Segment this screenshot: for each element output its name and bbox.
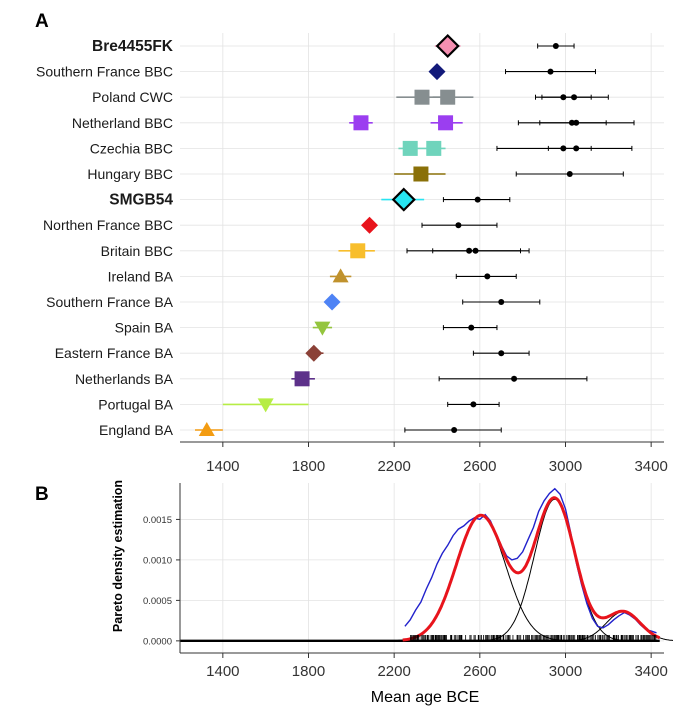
square-marker xyxy=(353,115,369,131)
row-label: Spain BA xyxy=(115,320,174,336)
observed-density-curve xyxy=(404,487,657,634)
panel-b-x-tick-label: 3400 xyxy=(634,663,667,680)
row-label: Southern France BA xyxy=(46,294,174,310)
panel-b-grid xyxy=(180,483,664,653)
diamond-marker xyxy=(361,216,379,234)
square-marker xyxy=(440,89,456,105)
point-estimate xyxy=(552,43,559,49)
row-label: SMGB54 xyxy=(109,192,173,209)
point-estimate xyxy=(468,324,475,331)
row-label: Portugal BA xyxy=(98,396,173,412)
diamond-marker xyxy=(391,187,416,212)
diamond-marker xyxy=(428,63,446,81)
row-label: Bre4455FK xyxy=(92,38,174,55)
row-label: Netherland BBC xyxy=(72,115,173,131)
square-marker xyxy=(438,115,454,131)
triangle-up-marker xyxy=(332,268,349,283)
triangle-up-marker xyxy=(198,422,215,436)
mixture-fit-curve xyxy=(402,496,661,642)
row-label: Netherlands BA xyxy=(75,371,174,387)
panel-b-letter: B xyxy=(35,484,49,505)
panel-a-x-tick-label: 1400 xyxy=(206,458,239,475)
panel-a-x-tick-label: 3400 xyxy=(634,458,667,475)
point-estimate xyxy=(455,222,462,229)
point-estimate xyxy=(547,68,554,75)
panel-b-y-tick-label: 0.0015 xyxy=(143,515,172,526)
panel-b-x-tick-label: 2600 xyxy=(463,663,496,680)
panel-b-x-tick-label: 3000 xyxy=(549,663,582,680)
panel-b-x-tick-label: 1400 xyxy=(206,663,239,680)
panel-a-x-tick-label: 1800 xyxy=(292,458,325,475)
panel-a-chart: Bre4455FK Southern France BBC Poland CWC Ne… xyxy=(36,33,668,475)
row-label: Hungary BBC xyxy=(87,166,173,182)
panel-b-y-axis-label: Pareto density estimation xyxy=(111,480,125,632)
point-estimate xyxy=(470,401,477,408)
square-marker xyxy=(413,166,429,182)
square-marker xyxy=(350,243,366,259)
diamond-marker xyxy=(323,293,341,311)
panel-a-marks xyxy=(194,33,635,436)
gaussian-component-curve xyxy=(382,514,580,642)
row-label: Eastern France BA xyxy=(55,345,174,361)
row-label: Czechia BBC xyxy=(90,140,173,156)
panel-b-curves xyxy=(180,487,673,643)
row-label: Northen France BBC xyxy=(43,217,173,233)
panel-b-y-tick-label: 0.0010 xyxy=(143,555,172,566)
point-estimate xyxy=(573,145,580,152)
point-estimate xyxy=(511,375,518,382)
panel-a-x-tick-label: 2200 xyxy=(377,458,410,475)
panel-b-chart: 0.0000 0.0005 0.0010 0.0015 1400 1800 2200 2600… xyxy=(111,480,673,706)
panel-b-x-tick-label: 1800 xyxy=(292,663,325,680)
panel-a-x-axis: 1400 1800 2200 2600 3000 3400 xyxy=(180,441,668,475)
row-label: Ireland BA xyxy=(108,268,174,284)
diamond-marker xyxy=(435,33,460,59)
gaussian-component-curve xyxy=(473,498,637,642)
point-estimate xyxy=(498,299,505,305)
row-label: Southern France BBC xyxy=(36,64,173,80)
square-marker xyxy=(294,371,310,387)
point-estimate xyxy=(474,196,481,203)
point-estimate xyxy=(472,247,479,254)
square-marker xyxy=(402,140,418,156)
point-estimate xyxy=(571,94,578,101)
row-label: Poland CWC xyxy=(92,89,173,105)
triangle-down-marker xyxy=(257,398,274,413)
panel-b-axes: 0.0000 0.0005 0.0010 0.0015 1400 1800 2200 2600… xyxy=(143,483,668,680)
panel-b-x-axis-label: Mean age BCE xyxy=(371,689,480,706)
panel-b-x-tick-label: 2200 xyxy=(377,663,410,680)
panel-b-y-tick-label: 0.0000 xyxy=(143,636,172,647)
panel-a-x-tick-label: 2600 xyxy=(463,458,496,475)
square-marker xyxy=(414,89,430,105)
point-estimate xyxy=(498,350,505,357)
panel-a-letter: A xyxy=(35,11,49,32)
triangle-down-marker xyxy=(314,321,331,336)
point-estimate xyxy=(573,119,580,126)
panel-a-row-labels: Bre4455FK Southern France BBC Poland CWC Ne… xyxy=(36,38,174,438)
panel-b-rug xyxy=(410,635,657,641)
square-marker xyxy=(426,140,442,156)
panel-b-y-tick-label: 0.0005 xyxy=(143,596,172,607)
point-estimate xyxy=(484,273,491,280)
diamond-marker xyxy=(305,344,323,362)
point-estimate xyxy=(566,171,573,177)
row-label: England BA xyxy=(99,422,174,438)
point-estimate xyxy=(451,427,458,433)
row-label: Britain BBC xyxy=(101,243,173,259)
panel-a-x-tick-label: 3000 xyxy=(549,458,582,475)
